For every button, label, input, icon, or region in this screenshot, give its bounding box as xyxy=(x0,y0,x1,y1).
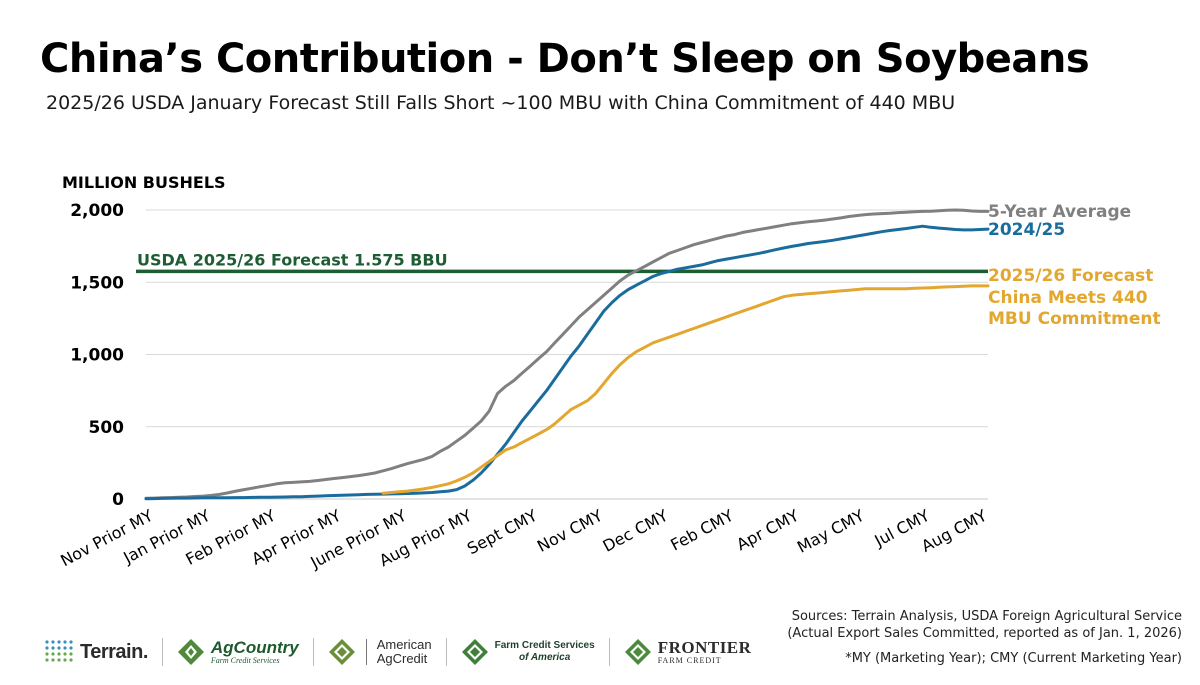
logo-divider xyxy=(161,638,163,666)
footnote: *MY (Marketing Year); CMY (Current Marke… xyxy=(845,651,1182,666)
sources-line-2: (Actual Export Sales Committed, reported… xyxy=(787,626,1182,641)
american-agcredit-logo: American AgCredit xyxy=(328,638,432,666)
sources-note: Sources: Terrain Analysis, USDA Foreign … xyxy=(787,608,1182,642)
agcountry-logo: AgCountry Farm Credit Services xyxy=(177,638,299,666)
forecast-reference-label: USDA 2025/26 Forecast 1.575 BBU xyxy=(137,250,448,269)
terrain-logo-text: Terrain. xyxy=(80,640,148,663)
y-axis-label: MILLION BUSHELS xyxy=(62,173,226,192)
american-agcredit-line-2: AgCredit xyxy=(376,651,428,666)
agcountry-logo-text: AgCountry xyxy=(210,637,299,657)
agcountry-logo-subtext: Farm Credit Services xyxy=(210,655,280,665)
fcsamerica-line-1: Farm Credit Services xyxy=(494,640,595,651)
frontier-logo: FRONTIER FARM CREDIT xyxy=(624,638,752,666)
series-2025-26-forecast-label: MBU Commitment xyxy=(988,309,1161,329)
y-tick-label: 1,500 xyxy=(70,273,124,293)
agcountry-leaf-icon xyxy=(177,639,204,665)
series-2025-26-forecast-label: 2025/26 Forecast xyxy=(988,266,1153,286)
x-tick-label: Feb CMY xyxy=(667,506,736,555)
series-2025-26-forecast-label: China Meets 440 xyxy=(988,288,1148,308)
y-tick-label: 500 xyxy=(89,418,125,438)
x-tick-label: Sept CMY xyxy=(464,506,540,559)
series-2025-26-forecast-line xyxy=(381,284,990,495)
terrain-dots-icon xyxy=(45,640,73,662)
american-agcredit-line-1: American xyxy=(376,637,432,652)
frontier-logo-text: FRONTIER xyxy=(657,637,752,657)
frontier-logo-subtext: FARM CREDIT xyxy=(657,655,722,665)
x-tick-label: Nov CMY xyxy=(534,506,606,556)
x-tick-label: Apr CMY xyxy=(733,506,802,555)
series-2024-25-line xyxy=(144,224,990,501)
page-title: China’s Contribution - Don’t Sleep on So… xyxy=(40,36,1090,82)
sources-line-1: Sources: Terrain Analysis, USDA Foreign … xyxy=(791,609,1182,624)
logo-divider xyxy=(445,638,447,666)
series-2024-25-label: 2024/25 xyxy=(988,220,1065,240)
logo-inner-divider xyxy=(365,639,367,665)
fcsamerica-leaf-icon xyxy=(461,639,488,665)
terrain-logo: Terrain. xyxy=(44,639,148,665)
x-tick-label: May CMY xyxy=(794,506,867,557)
y-tick-label: 1,000 xyxy=(70,346,124,366)
five-year-average-label: 5-Year Average xyxy=(988,202,1131,222)
logo-divider xyxy=(608,638,610,666)
y-tick-label: 0 xyxy=(112,490,124,510)
x-tick-label: Aug CMY xyxy=(918,506,990,556)
fcsamerica-logo: Farm Credit Services of America xyxy=(461,638,595,666)
frontier-leaf-icon xyxy=(624,639,651,665)
logo-divider xyxy=(312,638,314,666)
fcsamerica-line-2: of America xyxy=(518,652,571,663)
x-tick-label: Dec CMY xyxy=(600,506,672,556)
american-agcredit-leaf-icon xyxy=(328,639,355,665)
y-tick-label: 2,000 xyxy=(70,201,124,221)
partner-logos: Terrain. AgCountry Farm Credit Services … xyxy=(44,632,751,672)
page-subtitle: 2025/26 USDA January Forecast Still Fall… xyxy=(46,92,956,114)
five-year-average-line xyxy=(144,208,990,500)
